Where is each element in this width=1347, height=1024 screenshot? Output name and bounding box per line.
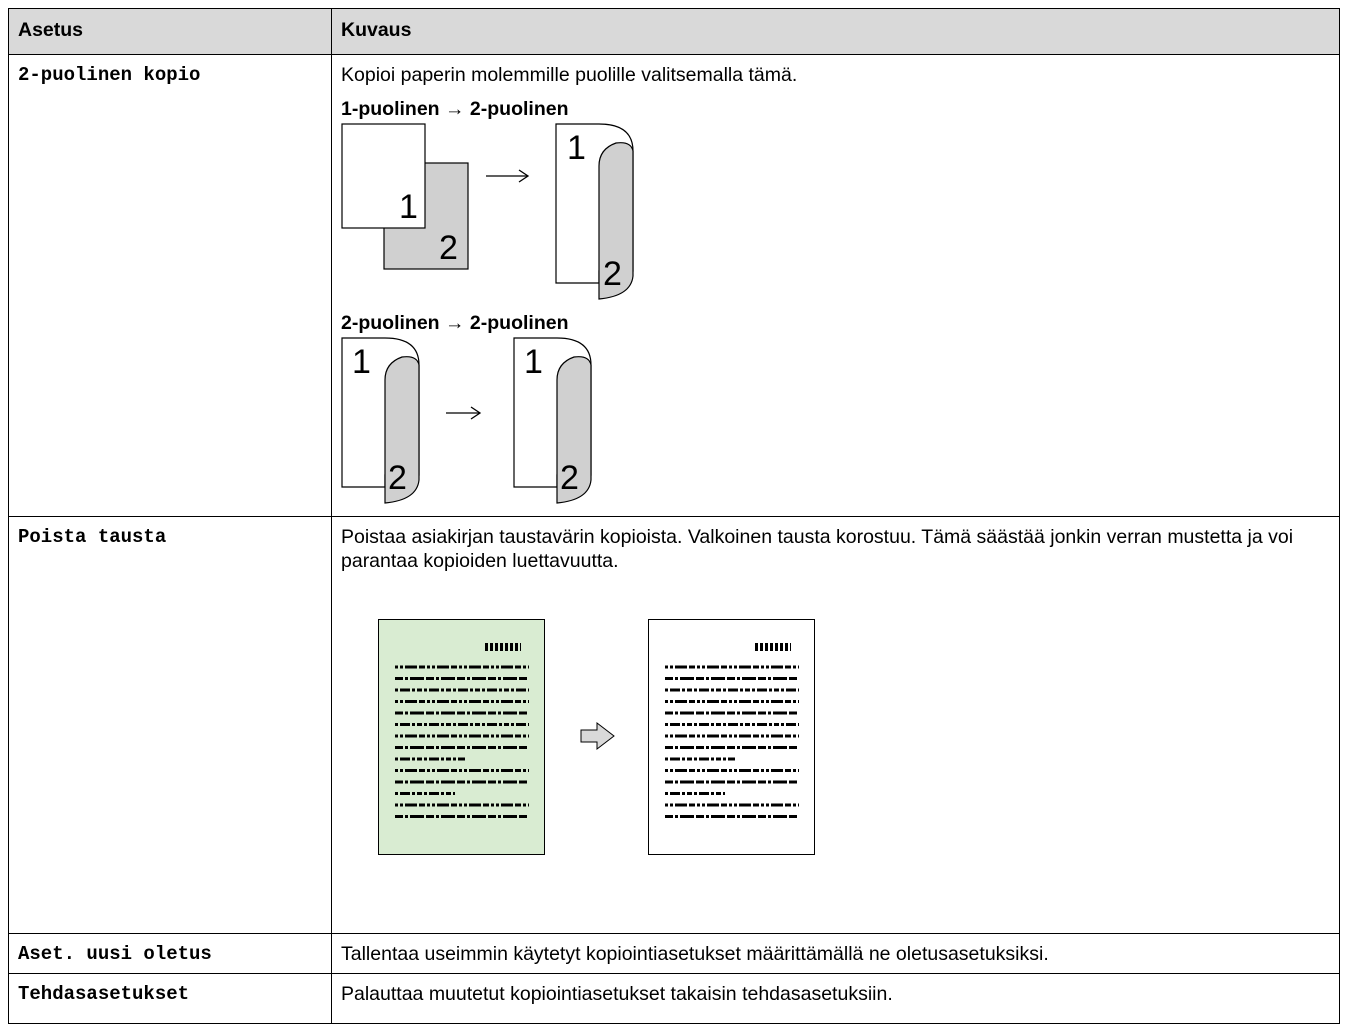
arrow xyxy=(446,406,482,420)
row: Tehdasasetukset Palauttaa muutetut kopio… xyxy=(8,973,1340,1024)
header-cell: Asetus xyxy=(8,8,332,55)
description-cell: Poistaa asiakirjan taustavärin kopioista… xyxy=(331,516,1340,934)
page-number: 1 xyxy=(399,188,418,226)
setting: Aset. uusi oletus xyxy=(8,933,332,974)
page-number: 2 xyxy=(560,459,579,497)
page-front xyxy=(341,123,426,229)
option-label: 1-puolinen → 2-puolinen xyxy=(341,98,569,120)
arrow xyxy=(580,721,615,751)
setting: Tehdasasetukset xyxy=(8,973,332,1024)
row: 2-puolinen kopio Kopioi paperin molemmil… xyxy=(8,54,1340,517)
header-cell: Kuvaus xyxy=(331,8,1340,55)
page-number: 1 xyxy=(567,129,586,167)
description-cell: Kopioi paperin molemmille puolille valit… xyxy=(331,54,1340,517)
page-number: 2 xyxy=(603,255,622,293)
setting: 2-puolinen kopio xyxy=(8,54,332,517)
figure: 1 2 1 2 xyxy=(341,123,634,300)
description: Tallentaa useimmin käytetyt kopiointiase… xyxy=(331,933,1340,974)
settings-table: Asetus Kuvaus 2-puolinen kopio Kopioi pa… xyxy=(8,8,1340,1024)
page-number: 2 xyxy=(388,459,407,497)
page-number: 1 xyxy=(524,343,543,381)
header-row: Asetus Kuvaus xyxy=(8,8,1340,55)
row: Poista tausta Poistaa asiakirjan taustav… xyxy=(8,516,1340,934)
description: Kopioi paperin molemmille puolille valit… xyxy=(341,64,798,86)
arrow xyxy=(486,169,530,183)
figure: 1 2 1 2 xyxy=(341,337,592,504)
duplex-page xyxy=(555,123,634,300)
option-label: 2-puolinen → 2-puolinen xyxy=(341,312,569,334)
duplex-page xyxy=(513,337,592,504)
page-number: 2 xyxy=(439,229,458,267)
description: Poistaa asiakirjan taustavärin kopioista… xyxy=(341,526,1294,572)
description: Palauttaa muutetut kopiointiasetukset ta… xyxy=(331,973,1340,1024)
duplex-page xyxy=(341,337,420,504)
row: Aset. uusi oletus Tallentaa useimmin käy… xyxy=(8,933,1340,974)
figure xyxy=(378,619,815,855)
setting: Poista tausta xyxy=(8,516,332,934)
page-number: 1 xyxy=(352,343,371,381)
